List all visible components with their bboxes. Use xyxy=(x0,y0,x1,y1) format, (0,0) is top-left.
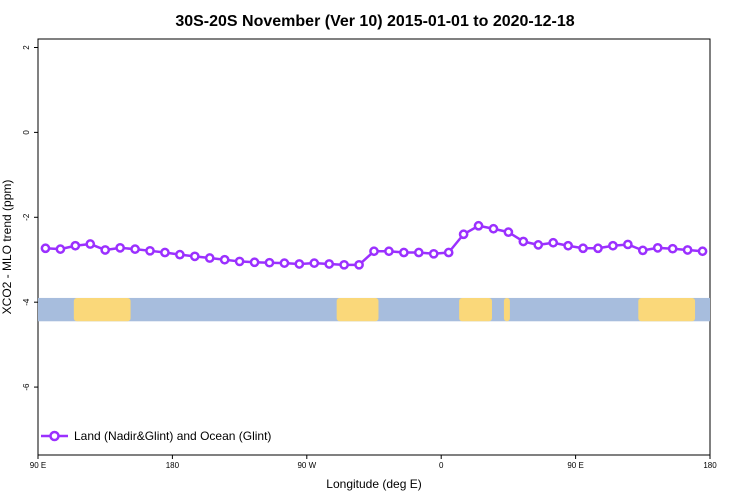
data-point-21 xyxy=(354,259,364,270)
x-axis: 90 E 180 90 W 0 90 E 180 xyxy=(30,455,717,470)
x-tick-label-4: 90 E xyxy=(567,461,583,470)
data-point-29 xyxy=(473,220,484,231)
data-point-3 xyxy=(85,239,96,249)
data-point-18 xyxy=(309,258,320,268)
data-point-34 xyxy=(548,237,559,248)
data-point-37 xyxy=(593,243,603,254)
data-point-4 xyxy=(100,245,111,255)
data-point-40 xyxy=(637,245,648,256)
data-point-31 xyxy=(503,227,514,237)
data-point-26 xyxy=(428,248,439,259)
y-axis: 2 0 -2 -4 -6 xyxy=(22,45,38,391)
data-point-43 xyxy=(682,245,693,255)
series-line-0 xyxy=(45,224,703,267)
x-tick-label-0: 90 E xyxy=(30,461,46,470)
data-point-2 xyxy=(70,240,81,251)
x-tick-label-5: 180 xyxy=(703,461,717,470)
data-point-15 xyxy=(264,257,275,268)
y-axis-label: XCO2 - MLO trend (ppm) xyxy=(0,180,14,315)
series-layer xyxy=(40,220,708,270)
data-point-11 xyxy=(204,253,215,263)
data-point-28 xyxy=(458,229,469,240)
y-tick-label-0: 2 xyxy=(22,45,31,50)
chart-title: 30S-20S November (Ver 10) 2015-01-01 to … xyxy=(175,13,574,30)
data-point-42 xyxy=(667,243,678,254)
data-point-44 xyxy=(697,246,708,257)
plot-frame xyxy=(37,38,711,456)
data-point-25 xyxy=(413,247,424,258)
data-point-30 xyxy=(488,223,499,234)
data-point-0 xyxy=(40,243,51,254)
data-point-7 xyxy=(145,245,155,256)
data-point-33 xyxy=(533,240,544,250)
data-point-24 xyxy=(399,247,409,258)
x-tick-label-2: 90 W xyxy=(297,461,316,470)
data-point-16 xyxy=(279,258,290,268)
map-strip-land-3 xyxy=(503,297,510,322)
data-point-36 xyxy=(578,243,588,254)
data-point-13 xyxy=(234,256,245,267)
map-strip-land-1 xyxy=(336,297,379,322)
data-point-35 xyxy=(563,240,573,251)
y-tick-label-4: -6 xyxy=(22,383,31,391)
data-point-23 xyxy=(384,246,394,257)
x-axis-label: Longitude (deg E) xyxy=(326,477,421,491)
data-point-22 xyxy=(369,246,379,257)
data-point-5 xyxy=(115,242,125,253)
data-point-1 xyxy=(55,244,66,254)
map-strip-land-0 xyxy=(73,297,131,322)
data-point-6 xyxy=(130,244,140,254)
y-tick-label-2: -2 xyxy=(22,213,31,221)
map-strip-land-2 xyxy=(459,297,492,322)
data-point-17 xyxy=(294,259,305,269)
data-point-32 xyxy=(518,236,529,247)
y-tick-label-1: 0 xyxy=(22,130,31,135)
data-point-9 xyxy=(175,249,185,260)
data-point-14 xyxy=(249,257,260,268)
map-strip-land-4 xyxy=(638,297,696,322)
data-point-20 xyxy=(339,259,349,270)
data-point-41 xyxy=(652,242,663,253)
data-point-19 xyxy=(324,259,335,269)
x-tick-label-1: 180 xyxy=(166,461,180,470)
data-point-38 xyxy=(608,240,618,251)
data-point-10 xyxy=(189,251,200,262)
data-point-39 xyxy=(623,239,633,250)
x-tick-label-3: 0 xyxy=(439,461,444,470)
y-tick-label-3: -4 xyxy=(22,298,31,306)
legend-label: Land (Nadir&Glint) and Ocean (Glint) xyxy=(74,429,271,443)
data-point-27 xyxy=(443,247,454,258)
data-point-12 xyxy=(219,254,230,265)
data-point-8 xyxy=(160,247,170,258)
legend: Land (Nadir&Glint) and Ocean (Glint) xyxy=(41,429,271,443)
map-strip xyxy=(38,297,710,322)
legend-marker xyxy=(49,430,60,442)
